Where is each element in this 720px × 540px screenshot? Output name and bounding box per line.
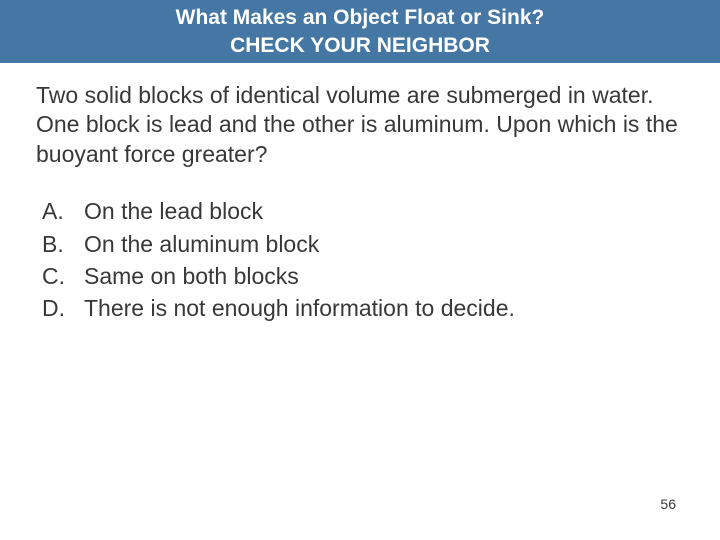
option-c: C. Same on both blocks bbox=[42, 260, 684, 292]
question-text: Two solid blocks of identical volume are… bbox=[36, 81, 684, 169]
header-title-line2: CHECK YOUR NEIGHBOR bbox=[230, 32, 490, 59]
option-d: D. There is not enough information to de… bbox=[42, 292, 684, 324]
option-a: A. On the lead block bbox=[42, 195, 684, 227]
option-text: On the aluminum block bbox=[84, 228, 319, 260]
slide-content: Two solid blocks of identical volume are… bbox=[0, 63, 720, 324]
option-letter: C. bbox=[42, 260, 84, 292]
option-letter: D. bbox=[42, 292, 84, 324]
header-title-line1: What Makes an Object Float or Sink? bbox=[176, 4, 545, 31]
option-text: On the lead block bbox=[84, 195, 263, 227]
slide-header: What Makes an Object Float or Sink? CHEC… bbox=[0, 0, 720, 63]
option-letter: A. bbox=[42, 195, 84, 227]
options-list: A. On the lead block B. On the aluminum … bbox=[36, 195, 684, 324]
option-text: Same on both blocks bbox=[84, 260, 299, 292]
page-number: 56 bbox=[660, 496, 676, 512]
option-letter: B. bbox=[42, 228, 84, 260]
option-text: There is not enough information to decid… bbox=[84, 292, 515, 324]
option-b: B. On the aluminum block bbox=[42, 228, 684, 260]
